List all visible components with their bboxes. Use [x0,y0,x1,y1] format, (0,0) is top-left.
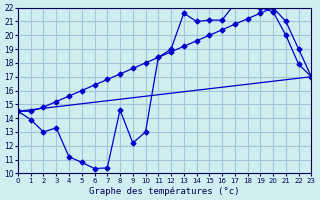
X-axis label: Graphe des températures (°c): Graphe des températures (°c) [89,186,240,196]
